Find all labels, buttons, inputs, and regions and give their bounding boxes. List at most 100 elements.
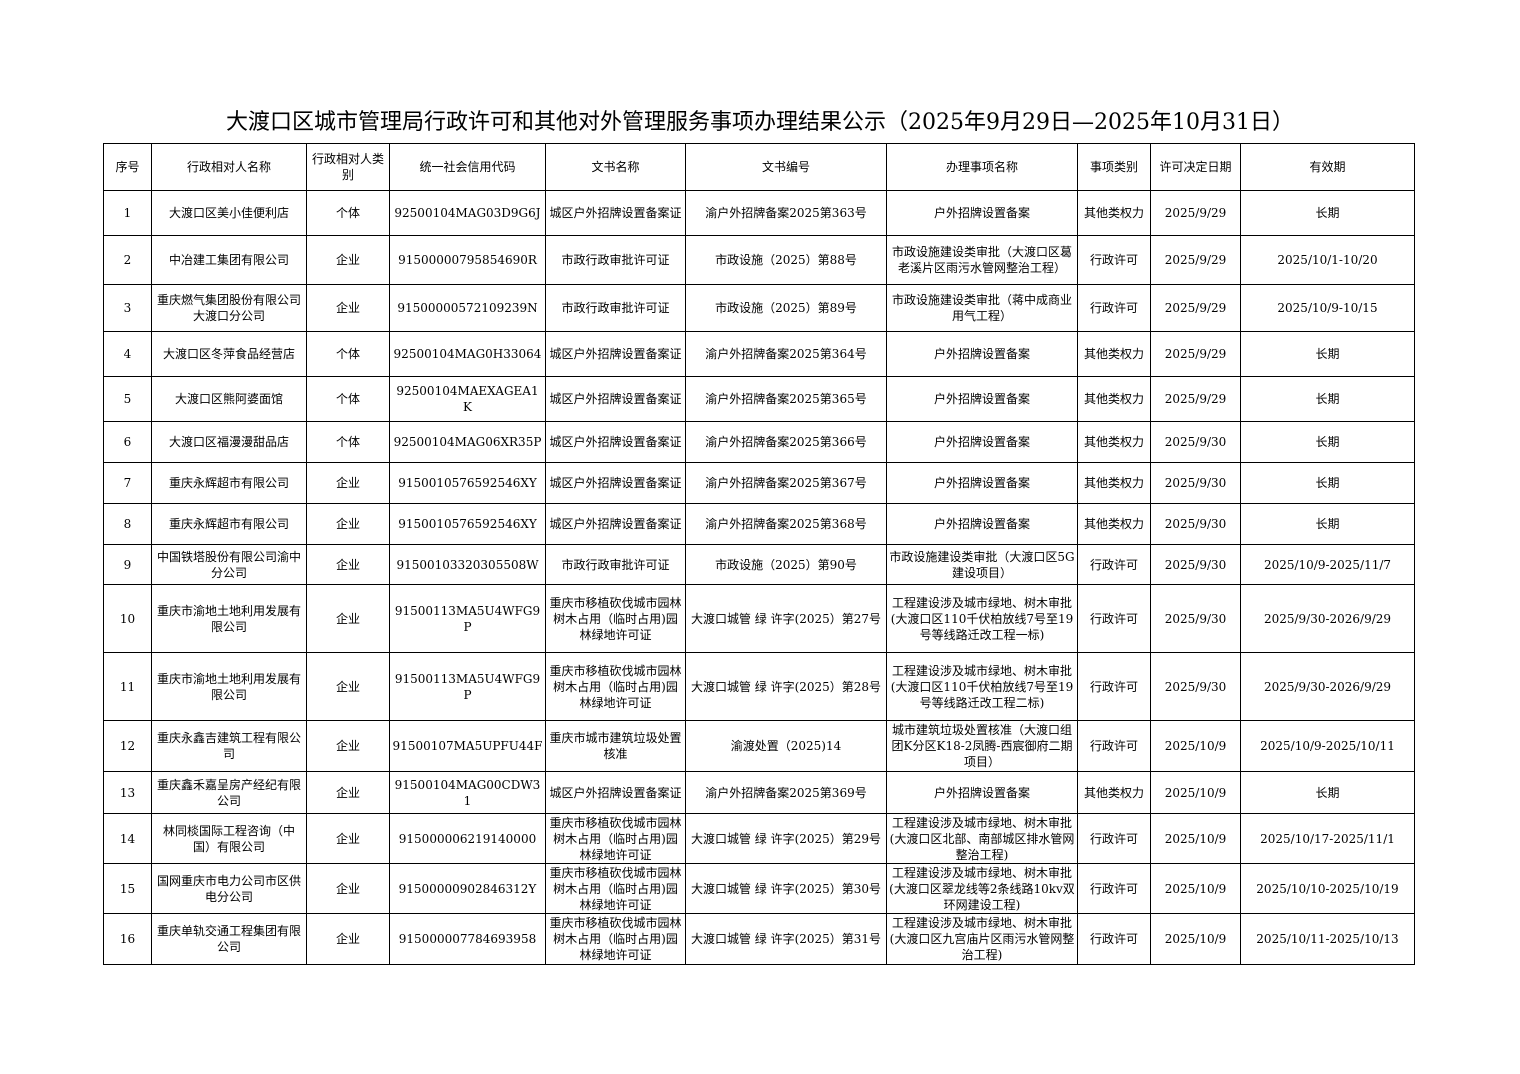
table-cell: 91500103320305508W <box>389 544 546 585</box>
table-cell: 11 <box>103 652 152 721</box>
table-cell: 个体 <box>306 376 390 422</box>
table-row: 4 大渡口区冬萍食品经营店 个体 92500104MAG0H33064 城区户外招牌设置… <box>103 331 1415 377</box>
table-cell: 91500000902846312Y <box>389 863 546 914</box>
table-cell: 大渡口城管 绿 许字(2025）第27号 <box>685 584 887 653</box>
table-row: 9 中国铁塔股份有限公司渝中分公司 企业 91500103320305508W 市政行政… <box>103 544 1415 585</box>
table-cell: 企业 <box>306 652 390 721</box>
table-cell: 3 <box>103 284 152 332</box>
table-cell: 市政行政审批许可证 <box>545 544 686 585</box>
document-title: 大渡口区城市管理局行政许可和其他对外管理服务事项办理结果公示（2025年9月29… <box>226 110 1294 135</box>
table-cell: 个体 <box>306 190 390 236</box>
table-row: 16 重庆单轨交通工程集团有限公司 企业 915000007784693958 重庆市移… <box>103 913 1415 965</box>
table-cell: 12 <box>103 720 152 772</box>
table-cell: 5 <box>103 376 152 422</box>
table-row: 3 重庆燃气集团股份有限公司大渡口分公司 企业 91500000572109239N 市… <box>103 284 1415 332</box>
table-cell: 户外招牌设置备案 <box>886 331 1078 377</box>
table-cell: 915000007784693958 <box>389 913 546 965</box>
table-cell: 长期 <box>1240 190 1415 236</box>
table-cell: 城区户外招牌设置备案证 <box>545 462 686 504</box>
table-cell: 行政许可 <box>1077 544 1151 585</box>
table-cell: 2 <box>103 235 152 285</box>
table-cell: 2025/10/17-2025/11/1 <box>1240 813 1415 864</box>
column-header: 行政相对人类别 <box>306 143 390 191</box>
table-cell: 城区户外招牌设置备案证 <box>545 421 686 463</box>
table-cell: 重庆市城市建筑垃圾处置核准 <box>545 720 686 772</box>
table-cell: 市政行政审批许可证 <box>545 284 686 332</box>
table-cell: 2025/9/30 <box>1150 462 1241 504</box>
table-cell: 大渡口区福漫漫甜品店 <box>151 421 307 463</box>
table-cell: 大渡口城管 绿 许字(2025）第30号 <box>685 863 887 914</box>
table-cell: 市政设施（2025）第90号 <box>685 544 887 585</box>
table-cell: 户外招牌设置备案 <box>886 190 1078 236</box>
table-cell: 2025/9/29 <box>1150 190 1241 236</box>
table-cell: 行政许可 <box>1077 284 1151 332</box>
table-cell: 92500104MAG06XR35P <box>389 421 546 463</box>
table-cell: 91500104MAG00CDW31 <box>389 771 546 814</box>
table-cell: 行政许可 <box>1077 720 1151 772</box>
table-cell: 市政设施建设类审批（大渡口区葛老溪片区雨污水管网整治工程） <box>886 235 1078 285</box>
column-header: 文书编号 <box>685 143 887 191</box>
table-cell: 2025/10/10-2025/10/19 <box>1240 863 1415 914</box>
table-row: 2 中冶建工集团有限公司 企业 91500000795854690R 市政行政审批许可证… <box>103 235 1415 285</box>
table-cell: 企业 <box>306 720 390 772</box>
table-cell: 企业 <box>306 462 390 504</box>
table-cell: 915000006219140000 <box>389 813 546 864</box>
table-cell: 10 <box>103 584 152 653</box>
table-cell: 重庆燃气集团股份有限公司大渡口分公司 <box>151 284 307 332</box>
table-cell: 2025/10/11-2025/10/13 <box>1240 913 1415 965</box>
table-cell: 2025/10/9-2025/11/7 <box>1240 544 1415 585</box>
table-cell: 重庆市渝地土地利用发展有限公司 <box>151 584 307 653</box>
table-cell: 2025/10/9-2025/10/11 <box>1240 720 1415 772</box>
table-cell: 8 <box>103 503 152 545</box>
table-cell: 9 <box>103 544 152 585</box>
table-cell: 企业 <box>306 544 390 585</box>
table-cell: 2025/9/29 <box>1150 235 1241 285</box>
table-cell: 2025/10/9 <box>1150 863 1241 914</box>
table-cell: 长期 <box>1240 421 1415 463</box>
table-cell: 其他类权力 <box>1077 190 1151 236</box>
table-row: 10 重庆市渝地土地利用发展有限公司 企业 91500113MA5U4WFG9P 重庆市… <box>103 584 1415 653</box>
result-table: 序号 行政相对人名称 行政相对人类别 统一社会信用代码 文书名称 文书编号 办理事项名称 事项… <box>103 143 1415 965</box>
table-cell: 长期 <box>1240 376 1415 422</box>
table-cell: 重庆市移植砍伐城市园林树木占用（临时占用)园林绿地许可证 <box>545 863 686 914</box>
table-row: 13 重庆鑫禾嘉呈房产经纪有限公司 企业 91500104MAG00CDW31 城区户外… <box>103 771 1415 814</box>
table-cell: 工程建设涉及城市绿地、树木审批(大渡口区北部、南部城区排水管网整治工程) <box>886 813 1078 864</box>
table-row: 11 重庆市渝地土地利用发展有限公司 企业 91500113MA5U4WFG9P 重庆市… <box>103 652 1415 721</box>
table-cell: 2025/9/30 <box>1150 503 1241 545</box>
table-cell: 渝户外招牌备案2025第369号 <box>685 771 887 814</box>
table-cell: 大渡口城管 绿 许字(2025）第29号 <box>685 813 887 864</box>
table-cell: 户外招牌设置备案 <box>886 503 1078 545</box>
table-cell: 工程建设涉及城市绿地、树木审批(大渡口区110千伏柏放线7号至19号等线路迁改工… <box>886 652 1078 721</box>
table-cell: 渝户外招牌备案2025第366号 <box>685 421 887 463</box>
table-cell: 2025/9/30-2026/9/29 <box>1240 584 1415 653</box>
table-cell: 工程建设涉及城市绿地、树木审批(大渡口区翠龙线等2条线路10kv双环网建设工程) <box>886 863 1078 914</box>
table-cell: 2025/9/29 <box>1150 284 1241 332</box>
table-cell: 渝户外招牌备案2025第368号 <box>685 503 887 545</box>
table-cell: 城市建筑垃圾处置核准（大渡口组团K分区K18-2凤腾-西宸御府二期项目） <box>886 720 1078 772</box>
table-cell: 2025/10/9 <box>1150 720 1241 772</box>
table-cell: 长期 <box>1240 462 1415 504</box>
table-cell: 重庆市移植砍伐城市园林树木占用（临时占用)园林绿地许可证 <box>545 652 686 721</box>
table-cell: 重庆永辉超市有限公司 <box>151 503 307 545</box>
table-cell: 91500113MA5U4WFG9P <box>389 652 546 721</box>
table-cell: 其他类权力 <box>1077 771 1151 814</box>
table-cell: 大渡口区熊阿婆面馆 <box>151 376 307 422</box>
table-cell: 91500113MA5U4WFG9P <box>389 584 546 653</box>
table-row: 6 大渡口区福漫漫甜品店 个体 92500104MAG06XR35P 城区户外招牌设置备… <box>103 421 1415 463</box>
column-header: 办理事项名称 <box>886 143 1078 191</box>
column-header: 行政相对人名称 <box>151 143 307 191</box>
table-row: 5 大渡口区熊阿婆面馆 个体 92500104MAEXAGEA1K 城区户外招牌设置备案… <box>103 376 1415 422</box>
table-cell: 重庆鑫禾嘉呈房产经纪有限公司 <box>151 771 307 814</box>
column-header: 有效期 <box>1240 143 1415 191</box>
table-cell: 2025/10/9 <box>1150 771 1241 814</box>
table-cell: 其他类权力 <box>1077 376 1151 422</box>
table-cell: 2025/9/29 <box>1150 331 1241 377</box>
table-cell: 重庆永鑫吉建筑工程有限公司 <box>151 720 307 772</box>
table-cell: 市政设施（2025）第88号 <box>685 235 887 285</box>
table-cell: 重庆市移植砍伐城市园林树木占用（临时占用)园林绿地许可证 <box>545 913 686 965</box>
table-cell: 2025/9/30 <box>1150 584 1241 653</box>
table-cell: 市政设施建设类审批（蒋中成商业用气工程） <box>886 284 1078 332</box>
table-cell: 企业 <box>306 503 390 545</box>
column-header: 许可决定日期 <box>1150 143 1241 191</box>
